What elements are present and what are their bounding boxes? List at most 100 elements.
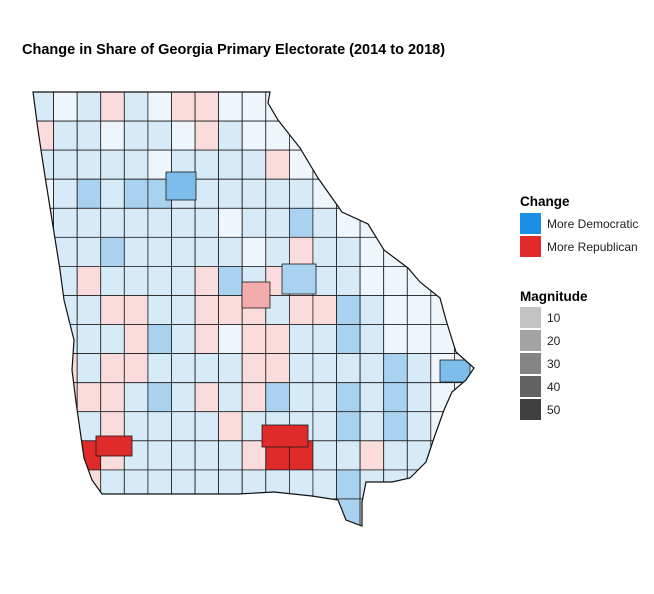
- county-area: [100, 92, 125, 122]
- county-area: [218, 382, 243, 413]
- county-area: [336, 469, 361, 500]
- county-area: [100, 353, 125, 384]
- county-area: [33, 440, 55, 471]
- county-area: [312, 498, 337, 526]
- county-area: [288, 353, 314, 384]
- county-area: [76, 498, 102, 526]
- county-area: [171, 382, 196, 413]
- county-area: [288, 178, 314, 209]
- county-area: [336, 295, 361, 326]
- county-area: [359, 498, 385, 526]
- county-area: [288, 236, 314, 267]
- county-area: [265, 120, 290, 151]
- county-area: [147, 236, 172, 267]
- county-area: [241, 236, 267, 267]
- county-area: [359, 265, 385, 296]
- county-area: [336, 120, 361, 151]
- county-area: [430, 440, 455, 471]
- county-area: [123, 265, 149, 296]
- county-area: [359, 120, 385, 151]
- county-area: [453, 207, 474, 238]
- county-area: [33, 382, 55, 413]
- county-area: [241, 149, 267, 180]
- county-area: [33, 178, 55, 209]
- county-area: [123, 353, 149, 384]
- county-area: [383, 120, 408, 151]
- county-area: [171, 353, 196, 384]
- county-area: [147, 295, 172, 326]
- county-area: [288, 382, 314, 413]
- county-area: [171, 236, 196, 267]
- county-area: [100, 207, 125, 238]
- county-area: [76, 207, 102, 238]
- county-area: [147, 353, 172, 384]
- county-area: [241, 92, 267, 122]
- county-area: [147, 382, 172, 413]
- county-area: [53, 295, 78, 326]
- county-area: [430, 498, 455, 526]
- county-area: [123, 178, 149, 209]
- county-area: [53, 149, 78, 180]
- county-area: [171, 469, 196, 500]
- legend-swatch-magnitude-20: [520, 330, 541, 351]
- county-area: [123, 469, 149, 500]
- county-area: [406, 353, 432, 384]
- county-area: [218, 411, 243, 442]
- county-area: [171, 498, 196, 526]
- county-area: [383, 469, 408, 500]
- county-area: [265, 382, 290, 413]
- county-area: [53, 178, 78, 209]
- county-area: [194, 440, 220, 471]
- county-area: [194, 498, 220, 526]
- county-area: [76, 92, 102, 122]
- county-area: [147, 265, 172, 296]
- county-area: [123, 236, 149, 267]
- legend-label-magnitude-20: 20: [547, 333, 561, 348]
- county-area: [312, 469, 337, 500]
- county-area: [383, 324, 408, 355]
- county-area: [312, 120, 337, 151]
- county-area: [241, 469, 267, 500]
- county-area: [53, 469, 78, 500]
- county-area: [241, 178, 267, 209]
- county-area: [453, 324, 474, 355]
- county-area: [430, 149, 455, 180]
- county-area: [406, 236, 432, 267]
- county-area: [430, 207, 455, 238]
- legend-label-magnitude-50: 50: [547, 402, 561, 417]
- county-area: [453, 498, 474, 526]
- county-area: [194, 353, 220, 384]
- county-area: [383, 353, 408, 384]
- county-area: [288, 92, 314, 122]
- county-area: [171, 92, 196, 122]
- county-area: [406, 469, 432, 500]
- county-area: [453, 236, 474, 267]
- county-area: [218, 92, 243, 122]
- county-area: [123, 498, 149, 526]
- county-area: [194, 178, 220, 209]
- county-area: [453, 440, 474, 471]
- county-area: [265, 178, 290, 209]
- legend-label-magnitude-10: 10: [547, 310, 561, 325]
- county-area: [359, 92, 385, 122]
- county-area: [171, 411, 196, 442]
- legend-swatch-democratic: [520, 213, 541, 234]
- county-area: [218, 120, 243, 151]
- county-area: [123, 382, 149, 413]
- county-area: [288, 120, 314, 151]
- legend-swatch-magnitude-40: [520, 376, 541, 397]
- county-area: [241, 498, 267, 526]
- county-area: [265, 207, 290, 238]
- county-area: [265, 236, 290, 267]
- county-area: [194, 265, 220, 296]
- county-area: [76, 295, 102, 326]
- county-area-highlight: [281, 263, 317, 295]
- county-area: [241, 207, 267, 238]
- legend-item-magnitude-50: 50: [520, 399, 560, 420]
- county-area: [33, 324, 55, 355]
- county-area: [100, 265, 125, 296]
- legend-swatch-magnitude-10: [520, 307, 541, 328]
- county-area: [265, 353, 290, 384]
- county-area-highlight: [165, 171, 197, 201]
- county-area: [218, 295, 243, 326]
